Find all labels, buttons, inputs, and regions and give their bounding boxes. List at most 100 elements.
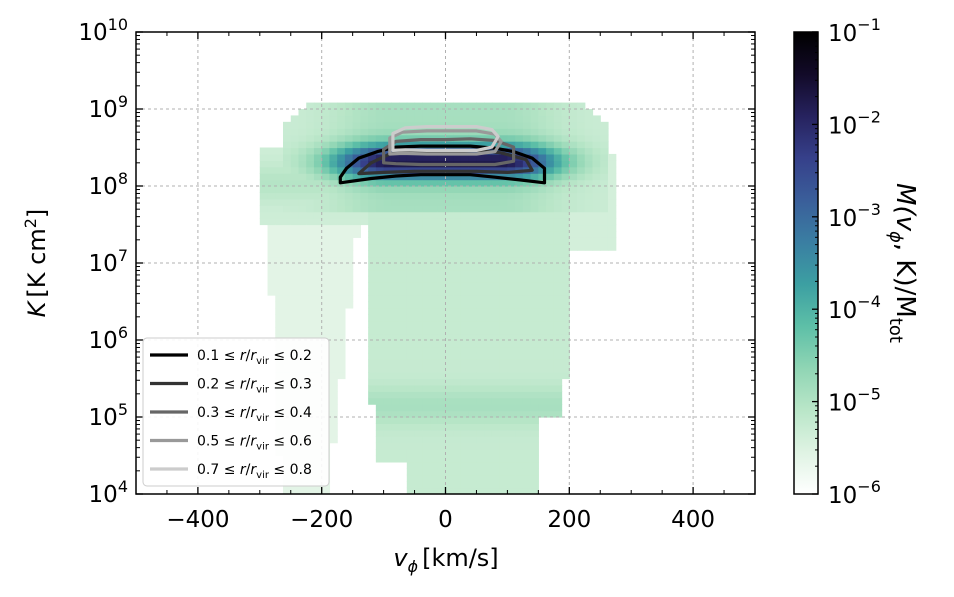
heatmap-cell — [306, 224, 315, 232]
heatmap-cell — [584, 160, 594, 168]
heatmap-cell — [329, 429, 338, 437]
heatmap-cell — [399, 141, 408, 149]
heatmap-cell — [422, 481, 431, 489]
heatmap-cell — [468, 417, 478, 425]
heatmap-cell — [290, 288, 300, 296]
heatmap-cell — [468, 186, 478, 194]
heatmap-cell — [430, 173, 439, 181]
heatmap-cell — [275, 153, 284, 161]
heatmap-cell — [368, 250, 377, 258]
heatmap-cell — [553, 205, 563, 213]
heatmap-cell — [430, 275, 439, 283]
heatmap-cell — [445, 436, 454, 444]
heatmap-cell — [259, 218, 269, 226]
heatmap-cell — [600, 224, 609, 232]
heatmap-cell — [437, 256, 447, 264]
heatmap-cell — [453, 314, 462, 322]
heatmap-cell — [290, 263, 300, 271]
heatmap-cell — [329, 115, 338, 123]
heatmap-cell — [522, 211, 532, 219]
heatmap-cell — [484, 282, 493, 290]
heatmap-cell — [290, 301, 300, 309]
heatmap-cell — [468, 481, 478, 489]
heatmap-cell — [546, 237, 555, 245]
heatmap-cell — [592, 147, 601, 155]
heatmap-cell — [306, 166, 315, 174]
heatmap-cell — [453, 423, 462, 431]
heatmap-cell — [414, 384, 423, 392]
heatmap-cell — [267, 160, 276, 168]
heatmap-cell — [306, 211, 315, 219]
heatmap-cell — [499, 455, 508, 463]
heatmap-cell — [499, 372, 508, 380]
heatmap-cell — [329, 275, 338, 283]
heatmap-cell — [267, 153, 276, 161]
heatmap-cell — [453, 115, 462, 123]
heatmap-cell — [368, 153, 377, 161]
heatmap-cell — [553, 115, 563, 123]
heatmap-cell — [283, 153, 292, 161]
heatmap-cell — [584, 153, 594, 161]
heatmap-cell — [553, 218, 563, 226]
heatmap-cell — [460, 269, 470, 277]
heatmap-cell — [577, 134, 586, 142]
heatmap-cell — [460, 263, 470, 271]
heatmap-cell — [437, 359, 447, 367]
heatmap-cell — [383, 436, 392, 444]
heatmap-cell — [267, 230, 276, 238]
heatmap-cell — [561, 173, 570, 181]
heatmap-cell — [329, 134, 338, 142]
heatmap-cell — [453, 102, 462, 110]
heatmap-cell — [368, 243, 377, 251]
heatmap-cell — [499, 153, 508, 161]
heatmap-cell — [607, 237, 617, 245]
heatmap-cell — [491, 314, 501, 322]
heatmap-cell — [313, 115, 323, 123]
heatmap-cell — [499, 340, 508, 348]
heatmap-cell — [298, 282, 307, 290]
heatmap-cell — [538, 134, 547, 142]
heatmap-cell — [491, 410, 501, 418]
heatmap-cell — [430, 263, 439, 271]
heatmap-cell — [275, 198, 284, 206]
heatmap-cell — [337, 314, 346, 322]
heatmap-cell — [546, 115, 555, 123]
heatmap-cell — [507, 346, 516, 354]
heatmap-cell — [321, 115, 331, 123]
heatmap-cell — [561, 224, 570, 232]
heatmap-cell — [445, 384, 454, 392]
heatmap-cell — [406, 205, 416, 213]
heatmap-cell — [445, 218, 454, 226]
heatmap-cell — [283, 333, 292, 341]
heatmap-cell — [515, 282, 524, 290]
heatmap-cell — [460, 333, 470, 341]
heatmap-cell — [592, 173, 601, 181]
heatmap-cell — [391, 410, 400, 418]
heatmap-cell — [476, 359, 485, 367]
heatmap-cell — [406, 275, 416, 283]
heatmap-cell — [391, 230, 400, 238]
heatmap-cell — [383, 333, 392, 341]
heatmap-cell — [515, 314, 524, 322]
heatmap-cell — [337, 333, 346, 341]
heatmap-cell — [321, 211, 331, 219]
heatmap-cell — [430, 455, 439, 463]
heatmap-cell — [290, 320, 300, 328]
heatmap-cell — [538, 192, 547, 200]
heatmap-cell — [399, 230, 408, 238]
heatmap-cell — [522, 141, 532, 149]
heatmap-cell — [530, 423, 539, 431]
heatmap-cell — [391, 333, 400, 341]
heatmap-cell — [430, 186, 439, 194]
heatmap-cell — [460, 461, 470, 469]
heatmap-cell — [468, 397, 478, 405]
heatmap-cell — [337, 141, 346, 149]
heatmap-cell — [406, 295, 416, 303]
heatmap-cell — [507, 468, 516, 476]
heatmap-cell — [507, 102, 516, 110]
heatmap-cell — [484, 301, 493, 309]
heatmap-cell — [329, 384, 338, 392]
heatmap-cell — [515, 340, 524, 348]
heatmap-cell — [468, 327, 478, 335]
heatmap-cell — [476, 320, 485, 328]
